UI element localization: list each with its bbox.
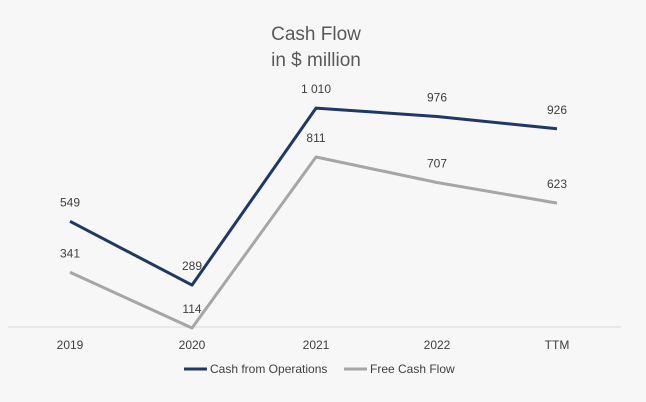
x-tick-labels: 2019 2020 2021 2022 TTM bbox=[57, 338, 570, 352]
legend: Cash from Operations Free Cash Flow bbox=[184, 362, 455, 376]
data-label-free-cash-flow-2020: 114 bbox=[182, 302, 201, 316]
legend-item-cash-from-operations: Cash from Operations bbox=[184, 362, 327, 376]
x-tick-2021: 2021 bbox=[303, 338, 330, 352]
data-label-cash-from-operations-ttm: 926 bbox=[547, 103, 567, 117]
series-line-cash-from-operations bbox=[69, 106, 558, 287]
legend-item-free-cash-flow: Free Cash Flow bbox=[344, 362, 455, 376]
legend-label-free-cash-flow: Free Cash Flow bbox=[370, 362, 455, 376]
data-label-cash-from-operations-2021: 1 010 bbox=[301, 82, 331, 96]
x-tick-ttm: TTM bbox=[545, 338, 570, 352]
data-label-free-cash-flow-2019: 341 bbox=[60, 246, 80, 260]
x-tick-2020: 2020 bbox=[179, 338, 206, 352]
data-label-free-cash-flow-2022: 707 bbox=[427, 157, 447, 171]
chart-subtitle: in $ million bbox=[271, 50, 361, 71]
series-line-free-cash-flow bbox=[69, 155, 558, 330]
data-labels-layer: 549 289 1 010 976 926 341 114 811 707 623 bbox=[60, 82, 567, 316]
x-tick-2019: 2019 bbox=[57, 338, 84, 352]
data-label-free-cash-flow-2021: 811 bbox=[306, 131, 325, 145]
data-label-cash-from-operations-2019: 549 bbox=[60, 195, 80, 209]
legend-label-cash-from-operations: Cash from Operations bbox=[210, 362, 327, 376]
x-tick-2022: 2022 bbox=[424, 338, 451, 352]
series-layer bbox=[69, 106, 558, 330]
chart-title: Cash Flow bbox=[271, 24, 361, 45]
data-label-cash-from-operations-2022: 976 bbox=[427, 91, 447, 105]
data-label-cash-from-operations-2020: 289 bbox=[182, 259, 202, 273]
data-label-free-cash-flow-ttm: 623 bbox=[547, 177, 567, 191]
